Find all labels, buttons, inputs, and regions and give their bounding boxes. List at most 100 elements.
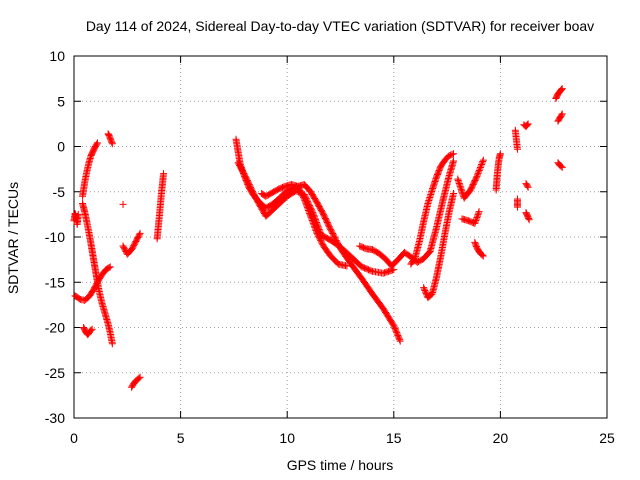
- data-point: [108, 138, 116, 146]
- data-point: [513, 203, 521, 211]
- x-tick-label: 20: [493, 430, 509, 446]
- data-point: [307, 212, 315, 220]
- data-point: [313, 228, 321, 236]
- data-point: [445, 152, 453, 160]
- data-point: [557, 162, 565, 170]
- data-point: [478, 159, 486, 167]
- data-point: [525, 216, 533, 224]
- data-point: [309, 218, 317, 226]
- data-point: [478, 161, 486, 169]
- data-point: [302, 199, 310, 207]
- data-point: [523, 122, 531, 130]
- data-point: [301, 198, 309, 206]
- data-point: [473, 172, 481, 180]
- data-point: [302, 201, 310, 209]
- data-point: [303, 204, 311, 212]
- data-point: [303, 202, 311, 210]
- data-point: [136, 229, 144, 237]
- y-tick-labels: 10 5 0 -5 -10 -15 -20 -25 -30: [45, 48, 65, 426]
- data-point: [479, 156, 487, 164]
- data-point: [523, 121, 531, 129]
- y-tick-label: 5: [57, 93, 65, 109]
- data-point: [557, 86, 565, 94]
- data-point: [479, 252, 487, 260]
- data-point: [448, 150, 456, 158]
- data-point: [306, 211, 314, 219]
- data-point: [558, 85, 566, 93]
- data-point: [306, 209, 314, 217]
- x-tick-labels: 0 5 10 15 20 25: [70, 430, 615, 446]
- x-tick-label: 15: [386, 430, 402, 446]
- data-point: [474, 169, 482, 177]
- data-point: [74, 210, 82, 218]
- data-point: [311, 225, 319, 233]
- data-point: [136, 373, 144, 381]
- data-point: [558, 111, 566, 119]
- data-point: [305, 206, 313, 214]
- data-point: [476, 165, 484, 173]
- data-point: [307, 214, 315, 222]
- data-point: [449, 150, 457, 158]
- x-tick-label: 25: [599, 430, 615, 446]
- data-point: [160, 170, 168, 178]
- data-point: [496, 150, 504, 158]
- y-tick-label: 10: [49, 48, 65, 64]
- data-point: [135, 231, 143, 239]
- data-point: [524, 120, 532, 128]
- data-point: [108, 140, 116, 148]
- data-point: [475, 209, 483, 217]
- data-point: [475, 208, 483, 216]
- y-tick-label: -5: [53, 184, 66, 200]
- data-point: [420, 284, 428, 292]
- data-point: [367, 267, 375, 275]
- data-point: [312, 227, 320, 235]
- data-point: [93, 140, 101, 148]
- data-point: [305, 208, 313, 216]
- data-point: [472, 216, 480, 224]
- data-point: [558, 110, 566, 118]
- y-tick-label: -25: [45, 365, 65, 381]
- data-point: [471, 218, 479, 226]
- data-point: [471, 219, 479, 227]
- data-point: [524, 183, 532, 191]
- data-point: [311, 224, 319, 232]
- y-tick-label: -20: [45, 320, 65, 336]
- data-point: [104, 130, 112, 138]
- data-point: [88, 325, 96, 333]
- data-point: [300, 194, 308, 202]
- data-point: [477, 162, 485, 170]
- data-point: [476, 163, 484, 171]
- x-tick-label: 5: [177, 430, 185, 446]
- data-point: [474, 211, 482, 219]
- data-point: [87, 326, 95, 334]
- y-tick-label: -30: [45, 410, 65, 426]
- data-point: [106, 263, 114, 271]
- data-point: [105, 264, 113, 272]
- data-point: [309, 219, 317, 227]
- data-point: [472, 174, 480, 182]
- x-axis-label: GPS time / hours: [287, 457, 394, 473]
- data-point: [310, 221, 318, 229]
- data-point: [421, 288, 429, 296]
- y-tick-label: -10: [45, 229, 65, 245]
- data-point: [300, 195, 308, 203]
- data-point: [308, 216, 316, 224]
- data-point: [558, 163, 566, 171]
- data-point: [304, 205, 312, 213]
- data-point: [473, 214, 481, 222]
- data-point: [421, 287, 429, 295]
- data-point: [473, 212, 481, 220]
- data-point: [422, 289, 430, 297]
- data-point: [474, 171, 482, 179]
- data-point: [475, 166, 483, 174]
- data-point: [119, 200, 127, 208]
- data-points: [70, 85, 566, 391]
- data-point: [308, 215, 316, 223]
- data-point: [523, 182, 531, 190]
- data-point: [343, 262, 351, 270]
- data-point: [301, 196, 309, 204]
- data-point: [449, 190, 457, 198]
- y-tick-label: 0: [57, 139, 65, 155]
